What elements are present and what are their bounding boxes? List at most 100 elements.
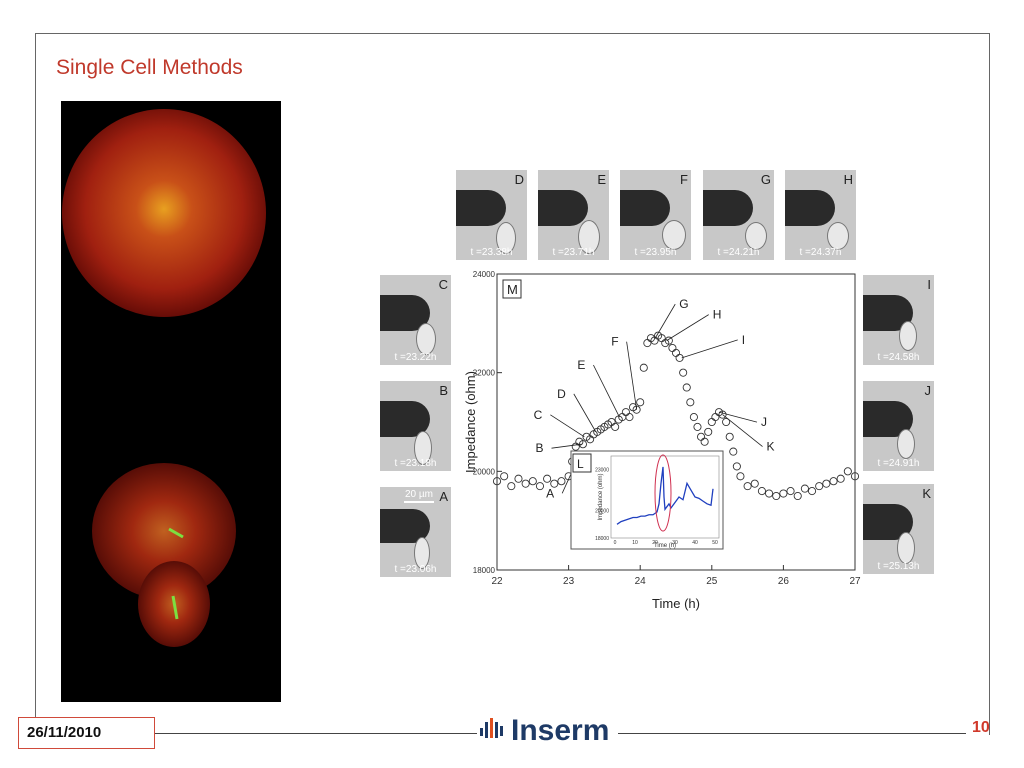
data-point [700, 437, 709, 446]
annotation-arrow [654, 303, 676, 339]
inset-x-tick-label: 40 [692, 540, 698, 546]
annotation-label: E [577, 358, 585, 372]
photo-panel-b: B t =23.18h [380, 381, 451, 471]
data-point [732, 462, 741, 471]
impedance-chart: 18000 20000 22000 24000 22 23 24 25 26 27 A B CD E F… [463, 270, 861, 611]
photo-label: B [439, 383, 448, 398]
panel-l-label: L [577, 457, 584, 471]
photo-panel-f: F t =23.95h [620, 170, 691, 260]
photo-panel-g: G t =24.21h [703, 170, 774, 260]
annotation-arrow [550, 414, 585, 438]
photo-time: t =24.37h [799, 247, 842, 258]
page-number: 10 [972, 719, 990, 736]
inset-x-tick-label: 10 [632, 540, 638, 546]
inset-chart: L 0 10 20 30 40 50 18000 20000 23000 Time (h) Im… [570, 450, 724, 550]
photo-panel-j: J t =24.91h [863, 381, 934, 471]
inserm-logo-bars [480, 718, 503, 738]
photo-panel-k: K t =25.13h [863, 484, 934, 574]
photo-panel-h: H t =24.37h [785, 170, 856, 260]
y-tick-label: 20000 [473, 467, 496, 476]
data-point [729, 447, 738, 456]
data-point [636, 398, 645, 407]
inset-x-tick-label: 30 [672, 540, 678, 546]
data-point [743, 482, 752, 491]
data-point [521, 479, 530, 488]
photo-time: t =23.38h [470, 247, 513, 258]
y-tick-label: 18000 [473, 566, 496, 575]
annotation-label: D [557, 387, 566, 401]
x-tick-label: 26 [778, 576, 790, 587]
x-tick-label: 25 [706, 576, 718, 587]
photo-panel-e: E t =23.71h [538, 170, 609, 260]
x-tick-label: 24 [635, 576, 647, 587]
data-point [639, 363, 648, 372]
inset-series-line [616, 466, 714, 525]
data-point [514, 474, 523, 483]
inset-x-tick-label: 20 [652, 540, 658, 546]
scale-bar-label: 20 µm [405, 489, 433, 500]
annotation-label: K [767, 440, 775, 454]
fluorescence-cells-image [61, 101, 281, 702]
inset-y-tick-label: 20000 [595, 509, 609, 515]
photo-time: t =24.91h [877, 458, 920, 469]
data-point [822, 479, 831, 488]
photo-time: t =23.22h [394, 352, 437, 363]
data-point [850, 472, 860, 481]
data-point [492, 477, 502, 486]
data-point [750, 479, 759, 488]
photo-time: t =23.06h [394, 564, 437, 575]
data-point [843, 467, 852, 476]
data-point [765, 489, 774, 498]
photo-panel-c: C t =23.22h [380, 275, 451, 365]
data-point [679, 368, 688, 377]
footer-rule-right [618, 733, 966, 734]
data-point [611, 422, 620, 431]
annotation-label: I [742, 333, 745, 347]
annotation-arrow [593, 364, 620, 418]
data-point [535, 482, 545, 491]
panel-l-box [572, 453, 592, 473]
annotation-label: C [534, 408, 543, 422]
photo-panel-i: I t =24.58h [863, 275, 934, 365]
data-point [664, 336, 673, 345]
annotation-arrow [666, 314, 709, 341]
data-point [632, 405, 641, 414]
annotation-label: F [611, 335, 618, 349]
inset-highlight-ellipse [654, 454, 672, 532]
annotation-label: H [713, 308, 722, 322]
data-point [793, 491, 802, 501]
annotation-label: A [546, 486, 554, 500]
x-axis-label: Time (h) [652, 596, 700, 611]
photo-time: t =24.58h [877, 352, 920, 363]
inserm-logo: Inserm [478, 712, 618, 756]
photo-label: D [514, 172, 524, 187]
inserm-logo-text: Inserm [511, 714, 610, 747]
annotation-arrow [626, 341, 638, 410]
y-axis-label: Impedance (ohm) [463, 371, 478, 473]
slide-frame [35, 33, 990, 735]
data-point [829, 477, 838, 486]
data-point [689, 413, 698, 422]
medium-cell [92, 463, 236, 599]
annotation-label: B [535, 441, 543, 455]
photo-time: t =24.21h [717, 247, 760, 258]
photo-label: J [924, 383, 932, 398]
photo-time: t =23.18h [394, 458, 437, 469]
panel-m-box [502, 279, 522, 299]
footer-rule-left [155, 733, 477, 734]
data-point [693, 422, 702, 431]
y-tick-label: 22000 [473, 369, 496, 378]
x-tick-label: 23 [563, 576, 575, 587]
x-tick-label: 27 [849, 576, 861, 587]
data-point [800, 484, 809, 493]
panel-m-label: M [507, 282, 518, 297]
large-cell [62, 109, 266, 317]
scale-bar [404, 501, 434, 503]
small-cell-spindle [171, 595, 179, 620]
data-point [836, 474, 845, 483]
data-point [718, 410, 727, 419]
photo-label: K [922, 486, 931, 501]
annotation-label: G [679, 297, 688, 311]
photo-label: I [927, 277, 931, 292]
inset-x-label: Time (h) [654, 543, 676, 549]
